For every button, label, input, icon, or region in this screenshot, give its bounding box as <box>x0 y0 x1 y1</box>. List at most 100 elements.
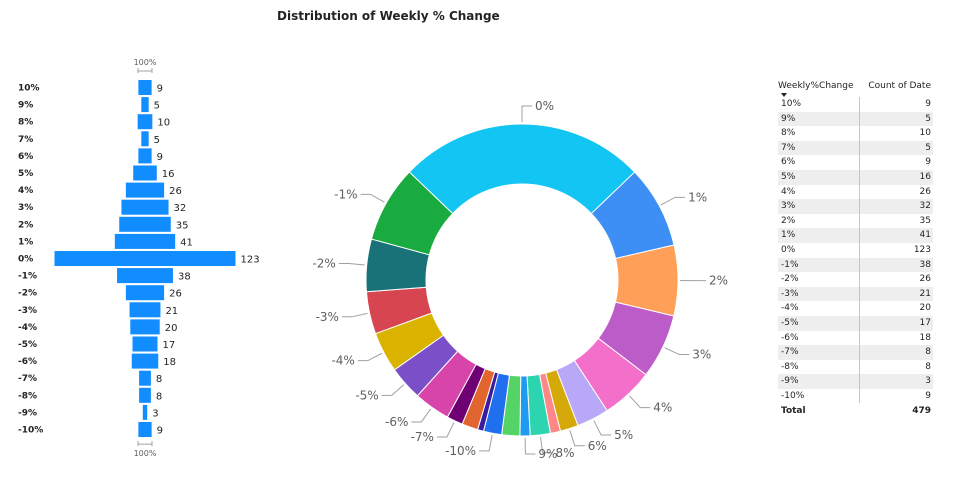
funnel-bar-5 <box>133 165 157 181</box>
cell-count: 5 <box>925 113 931 124</box>
table-header: Weekly%Change Count of Date <box>778 81 933 97</box>
funnel-category-label: -3% <box>18 306 37 316</box>
funnel-category-label: 3% <box>18 203 33 213</box>
funnel-bar-15 <box>132 336 158 352</box>
funnel-top-bracket <box>137 68 153 73</box>
funnel-value-label: 41 <box>180 237 193 248</box>
funnel-value-label: 26 <box>169 186 182 197</box>
table-row[interactable]: 10% 9 <box>778 97 933 112</box>
funnel-value-label: 9 <box>157 152 163 163</box>
table-row[interactable]: 6% 9 <box>778 155 933 170</box>
funnel-bar-6 <box>125 182 165 198</box>
donut-slice-label: 8% <box>555 446 574 460</box>
cell-weekly-change: -8% <box>778 359 860 375</box>
donut-leader-line <box>629 395 651 409</box>
cell-weekly-change: -3% <box>778 286 860 302</box>
table-total-row: Total 479 <box>778 403 933 419</box>
donut-slice-label: -2% <box>312 256 335 270</box>
donut-leader-line <box>660 196 686 206</box>
cell-count: 26 <box>919 274 931 285</box>
donut-leader-line <box>593 420 612 436</box>
funnel-value-label: 5 <box>154 101 160 112</box>
sort-descending-icon[interactable] <box>781 93 787 97</box>
funnel-category-label: 8% <box>18 118 33 128</box>
funnel-bar-7 <box>121 199 169 215</box>
donut-leader-line <box>411 408 432 423</box>
donut-slice-20 <box>370 171 454 256</box>
funnel-value-label: 38 <box>178 272 191 283</box>
table-row[interactable]: -6% 18 <box>778 330 933 346</box>
table-row[interactable]: 3% 32 <box>778 199 933 214</box>
table-row[interactable]: -10% 9 <box>778 388 933 404</box>
donut-leader-line <box>540 436 553 454</box>
donut-leader-line <box>341 312 368 318</box>
funnel-category-label: 1% <box>18 237 33 247</box>
funnel-bar-3 <box>141 131 149 147</box>
funnel-value-label: 20 <box>165 323 178 334</box>
funnel-value-label: 8 <box>156 374 162 385</box>
funnel-category-label: 6% <box>18 152 33 162</box>
donut-leader-line <box>338 262 365 266</box>
funnel-bar-10 <box>54 251 236 266</box>
funnel-bar-16 <box>131 353 159 369</box>
donut-slice-label: 3% <box>692 348 711 362</box>
table-row[interactable]: 9% 5 <box>778 111 933 127</box>
funnel-category-label: 2% <box>18 220 33 230</box>
cell-count: 26 <box>919 186 931 197</box>
funnel-value-label: 32 <box>174 203 187 214</box>
donut-slice-label: -4% <box>331 354 354 368</box>
donut-slice-0 <box>408 123 636 215</box>
donut-slice-label: -1% <box>334 187 357 201</box>
donut-leader-line <box>524 437 536 455</box>
funnel-bar-12 <box>125 285 165 301</box>
donut-slice-label: 9% <box>538 447 557 461</box>
cell-count: 38 <box>919 259 931 270</box>
funnel-category-label: -6% <box>18 357 37 367</box>
column-header-count[interactable]: Count of Date <box>868 81 931 91</box>
cell-count: 9 <box>925 390 931 401</box>
cell-weekly-change: -10% <box>778 388 860 404</box>
funnel-category-label: -1% <box>18 272 37 282</box>
table-row[interactable]: -3% 21 <box>778 286 933 302</box>
cell-weekly-change: 6% <box>778 155 860 170</box>
table-row[interactable]: -4% 20 <box>778 301 933 316</box>
table-row[interactable]: 8% 10 <box>778 126 933 141</box>
column-header-weekly-change[interactable]: Weekly%Change <box>778 81 860 97</box>
donut-slice-label: -7% <box>411 430 434 444</box>
funnel-category-label: -2% <box>18 289 37 299</box>
funnel-bar-4 <box>138 148 152 164</box>
funnel-category-label: 7% <box>18 135 33 145</box>
table-row[interactable]: -8% 8 <box>778 359 933 375</box>
table-row[interactable]: 1% 41 <box>778 228 933 243</box>
table-row[interactable]: 2% 35 <box>778 213 933 229</box>
funnel-value-label: 8 <box>156 391 162 402</box>
cell-count: 20 <box>919 303 931 314</box>
donut-slice-label: -5% <box>355 388 378 402</box>
donut-slice-label: 0% <box>535 99 554 113</box>
cell-count: 9 <box>925 99 931 109</box>
funnel-chart: 10% 9 9% 5 8% 10 7% 5 6% 9 5% 16 4% 26 3% 32 2% 35 1% 41 0% 1… <box>18 58 260 458</box>
cell-count: 8 <box>925 361 931 372</box>
funnel-category-label: 0% <box>18 255 33 265</box>
donut-slice-label: -10% <box>445 444 476 458</box>
table-row[interactable]: 4% 26 <box>778 184 933 200</box>
table-row[interactable]: -1% 38 <box>778 257 933 273</box>
donut-leader-line <box>436 422 455 438</box>
funnel-value-label: 21 <box>165 306 178 317</box>
table-row[interactable]: -2% 26 <box>778 272 933 287</box>
donut-leader-line <box>357 352 383 362</box>
donut-leader-line <box>479 435 493 452</box>
table-row[interactable]: -5% 17 <box>778 315 933 331</box>
table-row[interactable]: 7% 5 <box>778 140 933 156</box>
donut-slice-label: 6% <box>588 439 607 453</box>
cell-weekly-change: -7% <box>778 345 860 360</box>
cell-weekly-change: -5% <box>778 315 860 331</box>
donut-slice-label: -3% <box>316 310 339 324</box>
table-row[interactable]: 0% 123 <box>778 242 933 258</box>
table-row[interactable]: -7% 8 <box>778 345 933 360</box>
cell-count: 18 <box>919 332 931 343</box>
table-row[interactable]: -9% 3 <box>778 374 933 389</box>
funnel-value-label: 9 <box>157 84 163 95</box>
table-row[interactable]: 5% 16 <box>778 169 933 185</box>
donut-leader-line <box>381 384 405 396</box>
